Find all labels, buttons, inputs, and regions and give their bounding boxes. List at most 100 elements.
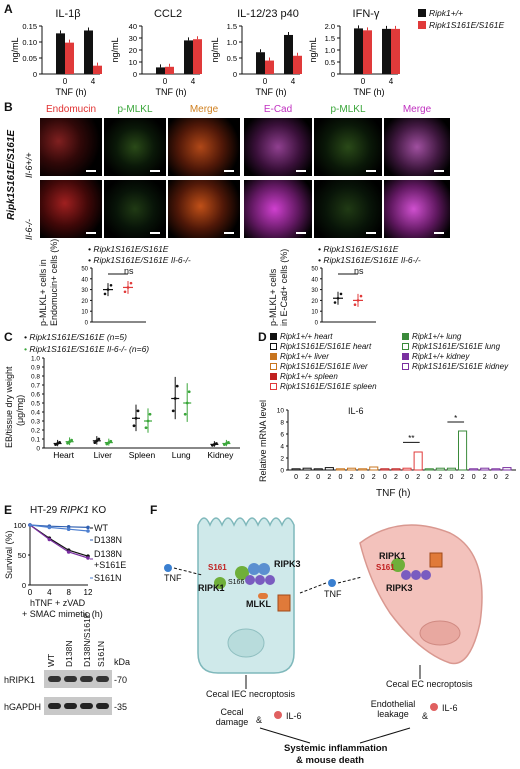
bar: [380, 468, 390, 471]
chart-il12: IL-12/23 p40 0 0.5 1.0 1.5 0 4 TNF (h) ng/mL: [208, 4, 308, 98]
c-legend-1-marker: •: [24, 332, 27, 342]
d-legend-label: Ripk1+/+ lung: [412, 332, 462, 341]
panel-label-a: A: [4, 2, 13, 16]
il6-icon: [274, 711, 282, 719]
bar: [458, 430, 468, 471]
bar: [324, 467, 334, 471]
data-point: [129, 281, 133, 285]
y-tick-label: 10: [277, 408, 285, 415]
blot-band: [80, 676, 93, 682]
y-tick-label: 0: [33, 70, 37, 79]
c-legend-1: • Ripk1S161E/S161E (n=5): [24, 332, 127, 342]
d-legend-item: Ripk1S161E/S161E heart: [270, 342, 371, 351]
x-tick-label: 0: [405, 474, 409, 481]
f-outcome-2: & mouse death: [296, 755, 365, 766]
chart-il1b: IL-1β 0 0.05 0.10 0.15 0 4 TNF (h) ng/mL: [8, 4, 108, 98]
panel-label-c: C: [4, 330, 13, 344]
phospho-icon: [411, 570, 421, 580]
legend-mut-swatch: [418, 21, 426, 29]
x-tick-label: 2: [416, 474, 420, 481]
x-tick-label: 0: [263, 77, 268, 86]
data-point: [28, 523, 32, 527]
quant-legend-1-label: Ripk1S161E/S161E: [93, 244, 169, 254]
panel-e: HT-29 RIPK1 KO Survival (%) 0 50 100 0 4 8 12 …: [0, 503, 150, 769]
col-label-pmlkl: p-MLKL: [117, 104, 153, 115]
data-point: [66, 441, 69, 445]
row-label-il6-wt: Il-6+/+: [24, 152, 34, 178]
d-legend-swatch: [402, 363, 409, 370]
col-label-merge-2: Merge: [402, 104, 432, 115]
blot-mark-70: -70: [114, 675, 128, 685]
micrograph-pmlkl-il6ko: [104, 180, 166, 238]
data-point: [215, 442, 218, 445]
bar: [391, 468, 401, 471]
y-tick-label: 1.0: [325, 46, 335, 55]
y-tick-label: 20: [311, 299, 318, 305]
data-point: [109, 283, 113, 287]
chart-svg: 0 0.5 1.0 1.5 2.0 0 4 TNF (h) ng/mL: [308, 22, 400, 97]
y-tick-label: 0: [36, 446, 40, 453]
blot-band: [96, 676, 109, 682]
y-tick-label: 0.5: [325, 58, 335, 67]
ec-nucleus: [419, 620, 461, 646]
bar-wt: [354, 28, 363, 74]
data-point: [359, 294, 363, 298]
f-iec-label: Cecal IEC necroptosis: [206, 689, 296, 699]
data-point: [106, 288, 110, 291]
d-legend-swatch: [270, 343, 277, 350]
data-point: [171, 409, 175, 413]
phospho-icon: [255, 575, 265, 585]
x-tick-label: Lung: [172, 450, 191, 460]
f-ripk1-ec: RIPK1: [379, 551, 406, 561]
x-tick-label: 2: [394, 474, 398, 481]
arrow: [337, 576, 363, 584]
quant-svg: 0 10 20 30 40 50: [81, 267, 146, 327]
scale-bar: [150, 232, 160, 234]
f-ec-label: Cecal EC necroptosis: [386, 679, 473, 689]
x-tick-label: 2: [505, 474, 509, 481]
arrow: [359, 727, 411, 744]
e-legend-d138n-2: D138N: [94, 549, 123, 559]
x-tick-label: 0: [427, 474, 431, 481]
x-tick-label: 0: [163, 77, 168, 86]
data-point: [187, 390, 191, 394]
y-tick-label: 6: [280, 432, 284, 439]
data-point: [353, 303, 357, 307]
panel-d: Ripk1+/+ heart Ripk1S161E/S161E heart Ripk…: [258, 330, 520, 500]
col-label-endomucin: Endomucin: [45, 104, 97, 115]
f-ripk1: RIPK1: [198, 583, 225, 593]
significance-label: **: [408, 434, 414, 443]
data-point: [58, 440, 61, 444]
x-axis-label: TNF (h): [256, 87, 287, 97]
bar-wt: [284, 34, 293, 74]
panel-label-e: E: [4, 503, 13, 517]
chart-ccl2: CCL2 0 10 20 30 40 0 4 TNF (h) ng/mL: [108, 4, 208, 98]
y-tick-label: 0.5: [227, 54, 237, 63]
y-tick-label: 30: [311, 288, 318, 294]
y-tick-label: 10: [81, 310, 88, 316]
legend-mut-label: Ripk1S161E/S161E: [429, 20, 505, 30]
x-tick-label: 4: [191, 77, 196, 86]
d-legend-swatch: [270, 363, 277, 370]
quant-legend-2-label: Ripk1S161E/S161E Il-6-/-: [323, 255, 421, 265]
scale-bar: [434, 170, 444, 172]
blot-band: [80, 703, 93, 709]
data-point: [97, 437, 101, 441]
c-legend-2: • Ripk1S161E/S161E Il-6-/- (n=6): [24, 344, 149, 354]
d-legend-swatch: [270, 333, 277, 340]
blot-lane-s161n: S161N: [96, 641, 106, 667]
y-tick-label: 2.0: [325, 22, 335, 31]
d-legend-item: Ripk1+/+ lung: [402, 332, 461, 341]
f-ripk3: RIPK3: [274, 559, 301, 569]
y-axis-label: ng/mL: [110, 37, 120, 62]
x-tick-label: 2: [305, 474, 309, 481]
d-legend-item: Ripk1+/+ heart: [270, 332, 332, 341]
bar: [413, 451, 423, 471]
f-tnf-left: TNF: [164, 573, 182, 583]
data-point: [173, 397, 177, 400]
quant-legend-2-label: Ripk1S161E/S161E Il-6-/-: [93, 255, 191, 265]
bar: [369, 466, 379, 471]
data-point: [103, 292, 107, 296]
bar: [435, 467, 445, 471]
y-tick-label: 1.0: [31, 356, 40, 363]
